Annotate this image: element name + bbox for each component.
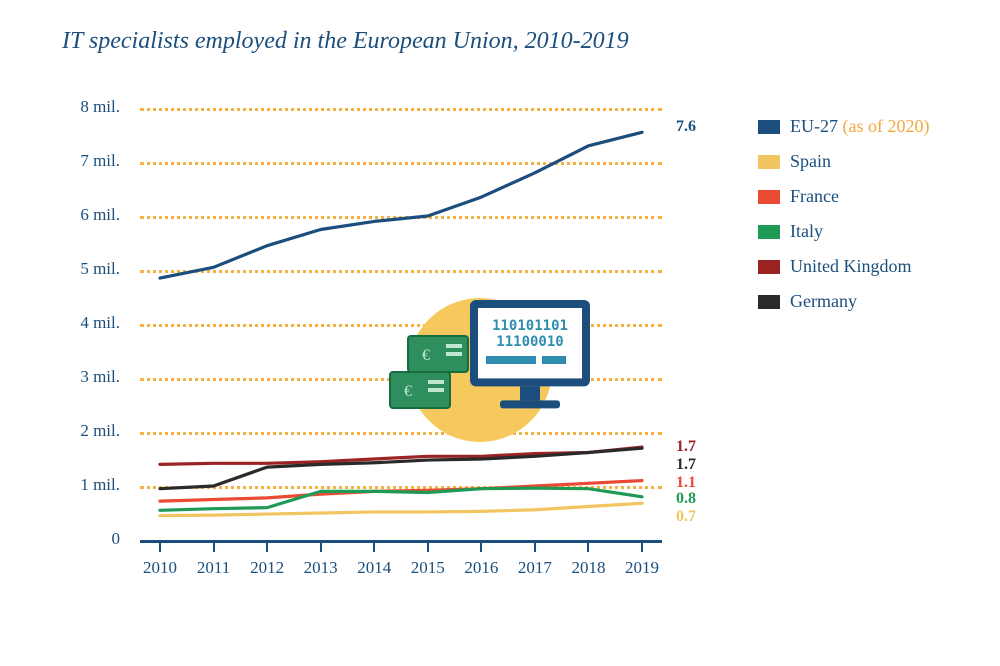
series-end-label: 1.7 (676, 438, 696, 456)
legend-label: Spain (790, 151, 831, 172)
series-line (160, 448, 642, 489)
x-axis-label: 2012 (237, 558, 297, 578)
x-tick (159, 540, 161, 552)
x-tick (266, 540, 268, 552)
x-axis-label: 2017 (505, 558, 565, 578)
x-axis-label: 2016 (451, 558, 511, 578)
legend: EU-27 (as of 2020) Spain France Italy United… (758, 116, 929, 326)
x-axis-label: 2014 (344, 558, 404, 578)
series-end-label: 1.7 (676, 456, 696, 474)
x-tick (534, 540, 536, 552)
series-end-label: 7.6 (676, 118, 696, 136)
x-axis-label: 2018 (558, 558, 618, 578)
x-tick (320, 540, 322, 552)
legend-item: Spain (758, 151, 929, 172)
legend-item: France (758, 186, 929, 207)
legend-swatch (758, 190, 780, 204)
legend-label-suffix: (as of 2020) (843, 116, 930, 136)
x-axis (140, 540, 662, 543)
x-axis-label: 2019 (612, 558, 672, 578)
x-tick (480, 540, 482, 552)
series-line (160, 132, 642, 278)
legend-item: Germany (758, 291, 929, 312)
legend-swatch (758, 120, 780, 134)
legend-swatch (758, 295, 780, 309)
x-tick (641, 540, 643, 552)
chart-area: 01 mil.2 mil.3 mil.4 mil.5 mil.6 mil.7 m… (0, 0, 1000, 666)
legend-swatch (758, 225, 780, 239)
legend-swatch (758, 155, 780, 169)
x-axis-label: 2010 (130, 558, 190, 578)
x-axis-label: 2013 (291, 558, 351, 578)
x-axis-label: 2015 (398, 558, 458, 578)
legend-label: United Kingdom (790, 256, 912, 277)
legend-swatch (758, 260, 780, 274)
legend-label: Italy (790, 221, 823, 242)
x-tick (373, 540, 375, 552)
legend-item: United Kingdom (758, 256, 929, 277)
x-tick (213, 540, 215, 552)
legend-label: France (790, 186, 839, 207)
legend-item: EU-27 (as of 2020) (758, 116, 929, 137)
legend-label: EU-27 (as of 2020) (790, 116, 929, 137)
x-tick (587, 540, 589, 552)
legend-label: Germany (790, 291, 857, 312)
series-end-label: 0.7 (676, 508, 696, 526)
x-axis-label: 2011 (184, 558, 244, 578)
legend-item: Italy (758, 221, 929, 242)
x-tick (427, 540, 429, 552)
series-end-label: 0.8 (676, 490, 696, 508)
